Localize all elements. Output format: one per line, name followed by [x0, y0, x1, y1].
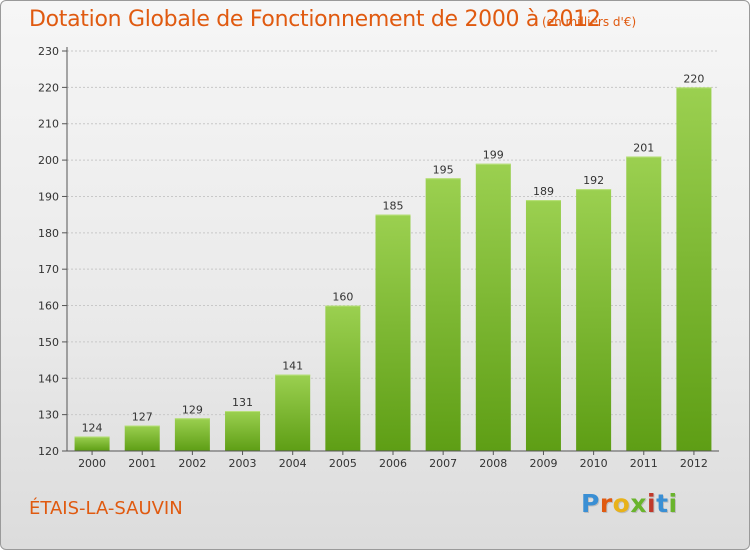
y-tick-label: 140: [38, 372, 59, 385]
data-label: 192: [583, 174, 604, 187]
x-tick-label: 2012: [680, 457, 708, 470]
bar: [626, 156, 662, 452]
y-tick-label: 200: [38, 154, 59, 167]
logo-letter: i: [668, 489, 678, 518]
data-label: 199: [483, 149, 504, 162]
bar: [325, 305, 361, 451]
logo-letter: P: [581, 489, 600, 518]
city-name: ÉTAIS-LA-SAUVIN: [29, 498, 183, 519]
logo-letter: i: [647, 489, 657, 518]
bar: [475, 163, 511, 451]
x-tick-label: 2007: [429, 457, 457, 470]
chart-title: Dotation Globale de Fonctionnement de 20…: [29, 7, 601, 32]
x-tick-label: 2006: [379, 457, 407, 470]
y-tick-label: 130: [38, 409, 59, 422]
data-label: 131: [232, 396, 253, 409]
data-label: 189: [533, 185, 554, 198]
data-label: 129: [182, 403, 203, 416]
y-tick-label: 210: [38, 118, 59, 131]
bar: [375, 214, 411, 451]
y-tick-label: 190: [38, 190, 59, 203]
logo-letter: x: [630, 489, 647, 518]
x-tick-label: 2011: [630, 457, 658, 470]
x-tick-label: 2010: [580, 457, 608, 470]
data-label: 141: [282, 360, 303, 373]
data-label: 127: [132, 411, 153, 424]
y-tick-label: 220: [38, 81, 59, 94]
bar: [275, 374, 311, 451]
data-label: 220: [683, 72, 704, 85]
x-tick-label: 2008: [479, 457, 507, 470]
x-tick-label: 2005: [329, 457, 357, 470]
logo-letter: o: [612, 489, 631, 518]
bar: [225, 411, 261, 451]
bar: [425, 178, 461, 452]
logo-letter: r: [599, 489, 613, 518]
bar: [525, 200, 561, 451]
data-label: 195: [433, 163, 454, 176]
data-label: 124: [82, 421, 103, 434]
data-label: 185: [383, 200, 404, 213]
bar: [676, 87, 712, 451]
x-tick-label: 2003: [229, 457, 257, 470]
x-tick-label: 2009: [529, 457, 557, 470]
x-tick-label: 2001: [128, 457, 156, 470]
x-tick-label: 2004: [279, 457, 307, 470]
y-tick-label: 230: [38, 45, 59, 58]
bar: [576, 189, 612, 451]
y-tick-label: 150: [38, 336, 59, 349]
logo-letter: t: [656, 489, 669, 518]
data-label: 160: [332, 291, 353, 304]
bar: [124, 425, 160, 451]
x-tick-label: 2002: [178, 457, 206, 470]
x-tick-label: 2000: [78, 457, 106, 470]
proxiti-logo: Proxiti: [581, 489, 678, 518]
y-tick-label: 180: [38, 227, 59, 240]
y-tick-label: 160: [38, 300, 59, 313]
bar: [174, 418, 210, 451]
chart-subtitle: (en milliers d'€): [542, 15, 637, 29]
bar: [74, 436, 110, 451]
y-tick-label: 170: [38, 263, 59, 276]
y-tick-label: 120: [38, 445, 59, 458]
data-label: 201: [633, 141, 654, 154]
